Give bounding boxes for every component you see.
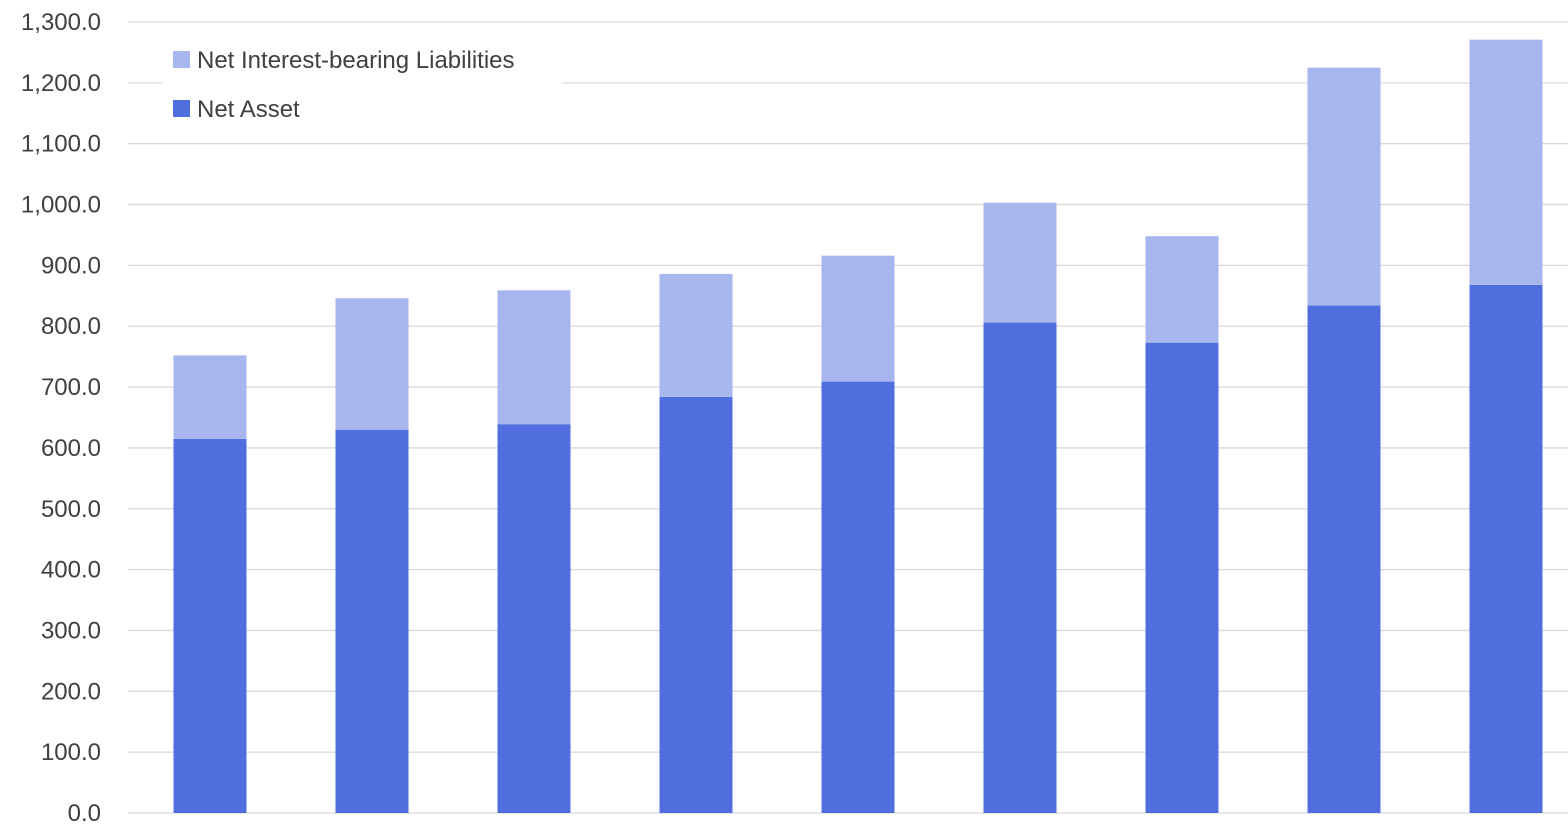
bar-net-liabilities bbox=[173, 355, 247, 439]
bar-net-asset bbox=[335, 429, 409, 813]
y-tick-label: 1,000.0 bbox=[21, 192, 101, 219]
bar-net-liabilities bbox=[659, 273, 733, 397]
bar-net-asset bbox=[1145, 342, 1219, 813]
bar-net-asset bbox=[659, 396, 733, 813]
y-tick-label: 1,200.0 bbox=[21, 70, 101, 97]
bar-net-asset bbox=[821, 381, 895, 813]
bar-net-asset bbox=[173, 438, 247, 813]
legend: Net Interest-bearing Liabilities Net Ass… bbox=[162, 36, 562, 134]
y-tick-label: 1,100.0 bbox=[21, 131, 101, 158]
legend-swatch-net-asset bbox=[173, 100, 190, 117]
y-axis: 0.0 100.0 200.0 300.0 400.0 500.0 600.0 700.0 80… bbox=[21, 9, 101, 824]
y-tick-label: 800.0 bbox=[41, 313, 101, 340]
bar-net-liabilities bbox=[497, 290, 571, 425]
legend-swatch-liabilities bbox=[173, 51, 190, 68]
bar-net-liabilities bbox=[983, 202, 1057, 323]
y-tick-label: 200.0 bbox=[41, 678, 101, 705]
y-tick-label: 400.0 bbox=[41, 557, 101, 584]
bar-net-liabilities bbox=[1145, 236, 1219, 343]
bars bbox=[173, 39, 1543, 814]
bar-net-asset bbox=[497, 424, 571, 813]
y-tick-label: 700.0 bbox=[41, 374, 101, 401]
y-tick-label: 100.0 bbox=[41, 739, 101, 766]
bar-net-liabilities bbox=[335, 298, 409, 430]
y-tick-label: 300.0 bbox=[41, 617, 101, 644]
y-tick-label: 0.0 bbox=[68, 800, 101, 824]
y-tick-label: 600.0 bbox=[41, 435, 101, 462]
bar-net-asset bbox=[983, 322, 1057, 813]
bar-net-liabilities bbox=[821, 255, 895, 382]
bar-net-asset bbox=[1469, 284, 1543, 814]
bar-net-liabilities bbox=[1307, 67, 1381, 306]
bar-net-liabilities bbox=[1469, 39, 1543, 285]
y-tick-label: 500.0 bbox=[41, 496, 101, 523]
legend-label-liabilities: Net Interest-bearing Liabilities bbox=[197, 47, 515, 74]
legend-label-net-asset: Net Asset bbox=[197, 96, 300, 123]
y-tick-label: 1,300.0 bbox=[21, 9, 101, 36]
legend-background bbox=[162, 36, 562, 134]
y-tick-label: 900.0 bbox=[41, 252, 101, 279]
bar-net-asset bbox=[1307, 305, 1381, 813]
